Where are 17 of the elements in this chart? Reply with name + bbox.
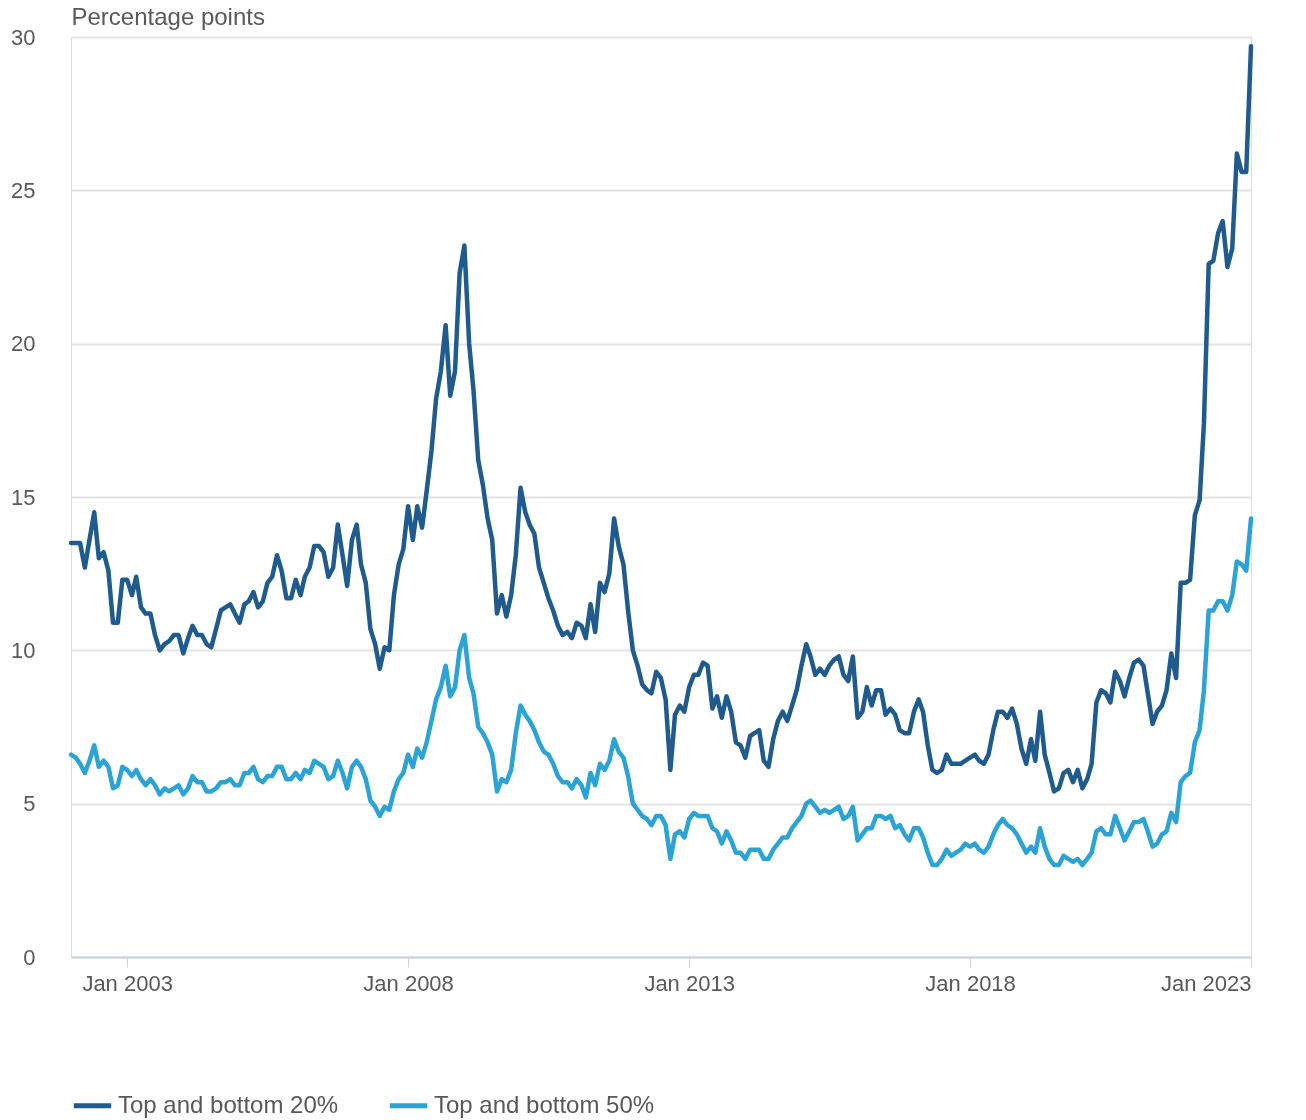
y-tick-label: 0 [23,944,36,970]
y-tick-label: 15 [11,484,36,510]
y-tick-label: 10 [11,637,36,663]
x-tick-label: Jan 2023 [1160,970,1252,996]
line-series [68,516,1254,868]
legend-label: Top and bottom 20% [118,1090,339,1118]
y-axis-title: Percentage points [71,2,265,30]
y-tick-label: 20 [11,331,36,357]
y-tick-label: 25 [11,177,36,203]
x-tick-label: Jan 2013 [644,970,735,996]
legend-label: Top and bottom 50% [434,1090,655,1118]
x-tick-label: Jan 2003 [82,970,173,996]
y-tick-label: 30 [11,24,36,50]
x-tick-label: Jan 2008 [363,970,454,996]
x-tick-label: Jan 2018 [925,970,1016,996]
y-tick-label: 5 [23,791,36,817]
line-series [68,43,1254,794]
